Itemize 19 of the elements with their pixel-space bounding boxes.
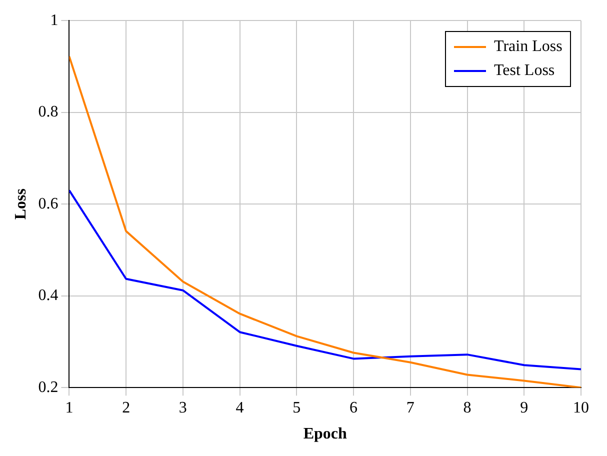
y-tick-label: 0.4 — [38, 287, 58, 304]
y-tick-label: 0.2 — [38, 378, 58, 396]
x-tick-label: 7 — [406, 399, 414, 416]
legend-label: Test Loss — [494, 60, 555, 81]
legend-label: Train Loss — [494, 36, 562, 57]
y-tick-label: 0.8 — [38, 104, 58, 121]
x-tick-label: 8 — [463, 399, 472, 416]
x-tick-label: 3 — [178, 399, 187, 416]
x-tick-label: 4 — [236, 399, 244, 416]
y-tick-label: 0.6 — [38, 195, 58, 212]
y-axis-title: Loss — [12, 188, 30, 220]
y-tick-label: 1 — [50, 12, 58, 29]
x-tick-label: 9 — [520, 399, 528, 416]
x-axis-title: Epoch — [303, 426, 347, 443]
x-tick-label: 6 — [350, 399, 358, 416]
x-tick-label: 5 — [292, 399, 301, 416]
x-tick-label: 2 — [122, 399, 130, 416]
x-tick-label: 10 — [573, 399, 589, 416]
x-tick-label: 1 — [65, 399, 74, 416]
